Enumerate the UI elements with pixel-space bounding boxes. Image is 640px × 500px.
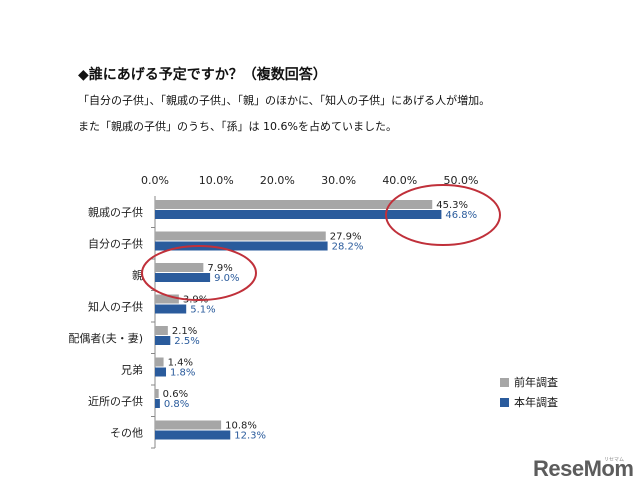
x-tick-label: 0.0% — [141, 174, 169, 187]
bar-current-year — [155, 430, 231, 440]
chart-title: ◆誰にあげる予定ですか？（複数回答） — [78, 67, 327, 83]
bar-previous-year — [155, 263, 204, 272]
legend-item-current: 本年調査 — [500, 392, 558, 412]
resemom-logo-kana: リセマム — [604, 457, 625, 463]
chart-subtitle-line-2: また「親戚の子供」のうち、「孫」は 10.6%を占めていました。 — [78, 120, 397, 133]
data-label-previous-year: 7.9% — [207, 263, 232, 274]
data-label-current-year: 2.5% — [174, 336, 199, 347]
category-label: 配偶者(夫・妻) — [68, 332, 143, 345]
category-label: 兄弟 — [121, 363, 143, 376]
bar-previous-year — [155, 294, 179, 304]
data-label-current-year: 46.8% — [445, 210, 477, 221]
x-tick-label: 30.0% — [321, 174, 356, 187]
category-label: 知人の子供 — [88, 299, 143, 313]
bar-current-year — [155, 336, 171, 345]
bar-current-year — [155, 241, 328, 251]
bar-current-year — [155, 304, 187, 314]
data-label-current-year: 5.1% — [190, 305, 215, 316]
legend-label-current: 本年調査 — [514, 396, 558, 409]
highlight-ellipse-relatives-children — [385, 184, 501, 246]
data-label-current-year: 1.8% — [170, 368, 195, 379]
data-label-current-year: 0.8% — [164, 399, 189, 410]
data-label-current-year: 12.3% — [234, 431, 266, 442]
bar-previous-year — [155, 200, 433, 209]
bar-previous-year — [155, 389, 159, 398]
legend-swatch-current — [500, 397, 509, 407]
category-label: 親 — [132, 269, 143, 282]
category-label: 近所の子供 — [88, 394, 143, 408]
bar-current-year — [155, 273, 211, 282]
legend-swatch-previous — [500, 377, 509, 387]
x-tick-label: 50.0% — [444, 174, 479, 187]
bar-previous-year — [155, 420, 222, 430]
data-label-current-year: 28.2% — [332, 242, 364, 253]
legend-label-previous: 前年調査 — [514, 376, 558, 389]
legend-item-previous: 前年調査 — [500, 372, 558, 392]
x-tick-label: 10.0% — [199, 174, 234, 187]
data-label-previous-year: 45.3% — [436, 200, 468, 211]
data-label-previous-year: 2.1% — [172, 326, 197, 337]
data-label-previous-year: 27.9% — [330, 232, 362, 243]
bar-previous-year — [155, 357, 164, 367]
bar-previous-year — [155, 326, 168, 335]
data-label-previous-year: 0.6% — [163, 389, 188, 400]
bar-current-year — [155, 367, 167, 377]
x-tick-label: 40.0% — [382, 174, 417, 187]
category-label: 親戚の子供 — [88, 205, 143, 219]
bar-current-year — [155, 210, 442, 219]
data-label-previous-year: 1.4% — [168, 358, 193, 369]
highlight-ellipse-parents — [141, 245, 257, 301]
legend: 前年調査 本年調査 — [500, 372, 558, 412]
resemom-logo: ReseMom — [533, 456, 634, 481]
category-label: その他 — [110, 426, 143, 439]
data-label-current-year: 9.0% — [214, 273, 239, 284]
x-tick-label: 20.0% — [260, 174, 295, 187]
category-label: 自分の子供 — [88, 236, 143, 250]
bar-previous-year — [155, 231, 326, 241]
data-label-previous-year: 10.8% — [225, 421, 257, 432]
chart-subtitle-line-1: 「自分の子供」、「親戚の子供」、「親」のほかに、「知人の子供」にあげる人が増加。 — [78, 94, 491, 107]
bar-current-year — [155, 399, 160, 408]
